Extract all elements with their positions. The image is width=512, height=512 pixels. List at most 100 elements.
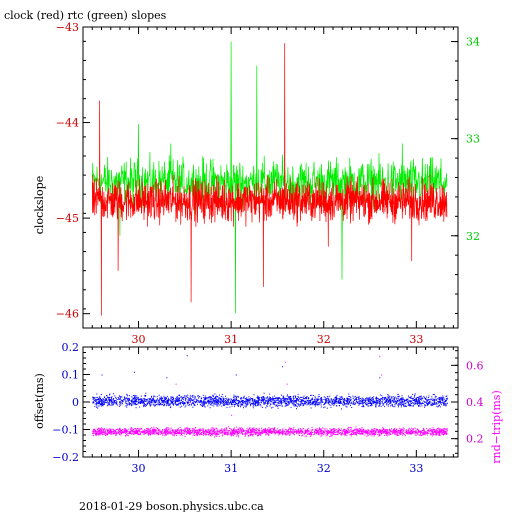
- rndtrip-point: [320, 428, 322, 430]
- offset-point: [245, 401, 247, 403]
- rndtrip-point: [252, 431, 254, 433]
- offset-point: [167, 401, 169, 403]
- offset-point: [234, 395, 236, 397]
- offset-point: [439, 404, 440, 406]
- offset-point: [295, 401, 297, 403]
- rndtrip-point: [274, 432, 276, 434]
- offset-point: [161, 397, 163, 399]
- rndtrip-point: [347, 432, 349, 434]
- offset-point: [359, 402, 361, 404]
- offset-point: [223, 405, 225, 407]
- offset-point: [223, 397, 225, 399]
- offset-point: [372, 401, 374, 403]
- rndtrip-point: [288, 431, 290, 433]
- rndtrip-point: [400, 431, 402, 433]
- rndtrip-point: [268, 432, 270, 434]
- rndtrip-point: [190, 430, 191, 432]
- offset-point: [434, 399, 436, 401]
- offset-point: [426, 400, 428, 402]
- rndtrip-point: [269, 429, 271, 431]
- offset-point: [358, 402, 360, 404]
- offset-point: [121, 403, 123, 405]
- rndtrip-point: [319, 428, 320, 430]
- offset-point: [445, 399, 447, 401]
- rndtrip-point: [396, 433, 398, 435]
- offset-point: [413, 397, 415, 399]
- offset-point: [302, 399, 304, 401]
- rndtrip-point: [308, 432, 310, 434]
- offset-point: [292, 397, 294, 399]
- offset-point: [133, 371, 135, 373]
- offset-point: [445, 403, 447, 405]
- offset-point: [169, 403, 171, 405]
- rndtrip-point: [298, 429, 300, 431]
- rndtrip-point: [147, 429, 149, 431]
- offset-point: [293, 401, 295, 403]
- rndtrip-point: [423, 432, 425, 434]
- offset-point: [381, 402, 383, 404]
- rndtrip-point: [154, 431, 156, 432]
- offset-point: [358, 397, 360, 399]
- rndtrip-point: [119, 428, 120, 430]
- offset-point: [120, 401, 122, 403]
- rndtrip-point: [393, 430, 395, 432]
- rndtrip-point: [250, 432, 252, 433]
- offset-point: [376, 399, 378, 401]
- rndtrip-point: [181, 435, 183, 437]
- rndtrip-point: [367, 435, 369, 437]
- offset-point: [135, 402, 137, 404]
- offset-point: [309, 401, 311, 403]
- offset-point: [159, 398, 161, 400]
- rndtrip-point: [285, 434, 287, 436]
- offset-point: [272, 398, 274, 400]
- offset-point: [193, 404, 195, 406]
- rndtrip-point: [379, 430, 381, 432]
- rndtrip-point: [184, 428, 186, 430]
- rndtrip-point: [230, 433, 232, 435]
- offset-point: [132, 397, 134, 399]
- rndtrip-point: [365, 431, 367, 432]
- offset-point: [346, 401, 348, 403]
- rndtrip-point: [406, 430, 407, 432]
- rndtrip-point: [411, 430, 413, 432]
- rndtrip-point: [248, 429, 250, 431]
- offset-point: [134, 401, 136, 403]
- rndtrip-point: [146, 431, 148, 433]
- offset-point: [263, 397, 265, 399]
- offset-point: [170, 399, 172, 401]
- rndtrip-point: [230, 435, 232, 437]
- offset-point: [169, 404, 171, 406]
- rndtrip-point: [434, 430, 435, 432]
- rndtrip-point: [409, 431, 411, 432]
- rndtrip-point: [118, 429, 120, 431]
- offset-point: [141, 399, 143, 401]
- rndtrip-point: [426, 430, 428, 432]
- offset-point: [131, 400, 133, 402]
- offset-point: [104, 401, 106, 403]
- rndtrip-point: [253, 429, 255, 431]
- rndtrip-point: [346, 431, 348, 433]
- offset-point: [120, 399, 122, 401]
- rndtrip-point: [321, 435, 323, 437]
- offset-point: [273, 401, 274, 403]
- offset-point: [160, 400, 162, 402]
- rndtrip-point: [368, 432, 370, 434]
- offset-point: [147, 401, 149, 403]
- offset-point: [256, 396, 258, 398]
- offset-point: [295, 396, 296, 398]
- rndtrip-point: [267, 430, 269, 432]
- offset-point: [186, 401, 188, 403]
- offset-point: [180, 396, 182, 398]
- rndtrip-point: [301, 429, 302, 431]
- rndtrip-point: [317, 431, 319, 433]
- offset-point: [140, 401, 141, 403]
- offset-point: [405, 405, 407, 407]
- rndtrip-point: [131, 428, 133, 430]
- rndtrip-point: [125, 435, 127, 437]
- offset-point: [274, 404, 276, 406]
- rndtrip-point: [364, 432, 366, 434]
- offset-point: [355, 402, 357, 404]
- rndtrip-point: [375, 429, 377, 431]
- top-clock-series: [91, 43, 448, 316]
- rndtrip-point: [198, 430, 200, 432]
